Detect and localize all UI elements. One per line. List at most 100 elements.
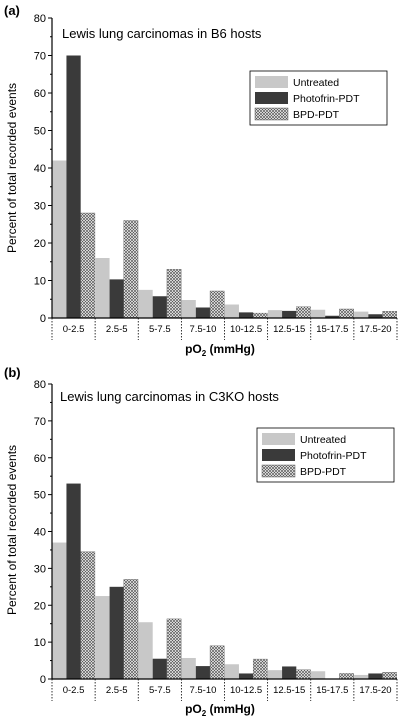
bar-bpd-pdt [80, 212, 96, 319]
bar-photofrin-pdt [368, 314, 383, 318]
x-ticks: 0-2.5 2.5-5 5-7.5 7.5-10 10-12.5 12.5-15 15-17… [51, 318, 398, 340]
legend-label-photofrin-pdt: Photofrin-PDT [293, 93, 360, 105]
bar-untreated [224, 304, 239, 318]
x-tick-label: 17.5-20 [359, 685, 391, 696]
x-tick-label: 2.5-5 [106, 685, 128, 696]
y-tick-label: 30 [34, 201, 46, 213]
y-tick-label: 40 [34, 527, 46, 539]
bar-untreated [138, 289, 153, 319]
bar-photofrin-pdt [152, 296, 167, 318]
bar-bpd-pdt [123, 579, 139, 680]
plot-title: Lewis lung carcinomas in C3KO hosts [60, 389, 279, 404]
y-tick-label: 20 [34, 600, 46, 612]
x-tick-label: 0-2.5 [63, 685, 85, 696]
y-tick-label: 20 [34, 238, 46, 250]
bar-bpd-pdt [123, 220, 139, 319]
bar-bpd-pdt [252, 312, 268, 319]
bar-bpd-pdt [382, 311, 397, 319]
bar-bpd-pdt [339, 308, 354, 319]
bar-bpd-pdt [296, 306, 311, 319]
x-tick-label: 7.5-10 [189, 324, 216, 335]
x-axis-label: pO2 (mmHg) [185, 342, 255, 358]
y-tick-label: 40 [34, 163, 46, 175]
y-tick-label: 0 [40, 674, 46, 686]
bar-photofrin-pdt [238, 312, 254, 319]
bars [52, 55, 397, 319]
bar-bpd-pdt [166, 618, 182, 680]
panel-b: (b) Lewis lung carcinomas in C3KO hosts … [4, 365, 398, 718]
bar-bpd-pdt [296, 669, 311, 680]
legend-label-bpd-pdt: BPD-PDT [300, 466, 347, 478]
bar-untreated [310, 309, 326, 318]
bar-untreated [52, 160, 67, 318]
legend-swatch-photofrin-pdt [262, 449, 295, 461]
bar-photofrin-pdt [109, 586, 124, 679]
y-tick-label: 60 [34, 453, 46, 465]
legend-label-bpd-pdt: BPD-PDT [293, 109, 340, 121]
legend-swatch-photofrin-pdt [255, 92, 288, 104]
bar-untreated [95, 258, 110, 318]
bar-untreated [267, 310, 283, 319]
y-tick-label: 30 [34, 563, 46, 575]
bar-untreated [181, 657, 196, 679]
bar-untreated [267, 670, 283, 679]
legend: Untreated Photofrin-PDT BPD-PDT [249, 70, 388, 126]
bar-untreated [52, 542, 67, 679]
bar-photofrin-pdt [282, 666, 297, 679]
bar-photofrin-pdt [195, 666, 211, 679]
bar-bpd-pdt [166, 269, 182, 319]
legend: Untreated Photofrin-PDT BPD-PDT [256, 427, 395, 483]
x-tick-label: 15-17.5 [316, 324, 348, 335]
bar-untreated [310, 671, 326, 679]
x-tick-label: 5-7.5 [149, 324, 171, 335]
bar-bpd-pdt [252, 658, 268, 680]
y-tick-label: 60 [34, 88, 46, 100]
bar-photofrin-pdt [66, 55, 81, 318]
panel-label: (a) [4, 3, 20, 18]
bar-photofrin-pdt [368, 673, 383, 679]
x-tick-label: 10-12.5 [230, 685, 262, 696]
legend-label-untreated: Untreated [293, 77, 339, 89]
x-tick-label: 7.5-10 [189, 685, 216, 696]
x-tick-label: 12.5-15 [273, 324, 305, 335]
y-ticks: 0 10 20 30 40 50 60 70 80 [34, 379, 52, 686]
legend-swatch-bpd-pdt [261, 464, 296, 478]
bar-bpd-pdt [80, 551, 96, 680]
bars [52, 483, 397, 680]
bar-untreated [95, 596, 110, 679]
x-tick-label: 0-2.5 [63, 324, 85, 335]
bar-photofrin-pdt [325, 315, 340, 318]
y-tick-label: 10 [34, 637, 46, 649]
bar-photofrin-pdt [109, 279, 124, 319]
y-tick-label: 10 [34, 276, 46, 288]
x-tick-label: 17.5-20 [359, 324, 391, 335]
x-axis-label: pO2 (mmHg) [185, 702, 255, 718]
x-tick-label: 5-7.5 [149, 685, 171, 696]
bar-untreated [354, 311, 369, 319]
bar-bpd-pdt [209, 645, 225, 680]
panel-a: (a) Lewis lung carcinomas in B6 hosts Pe… [4, 3, 398, 358]
y-ticks: 0 10 20 30 40 50 60 70 80 [34, 13, 52, 325]
y-tick-label: 50 [34, 126, 46, 138]
bar-bpd-pdt [382, 672, 397, 680]
x-tick-label: 12.5-15 [273, 685, 305, 696]
y-tick-label: 0 [40, 313, 46, 325]
x-tick-label: 2.5-5 [106, 324, 128, 335]
legend-label-untreated: Untreated [300, 434, 346, 446]
y-axis-label: Percent of total recorded events [5, 445, 19, 615]
bar-untreated [138, 622, 153, 679]
y-axis-label: Percent of total recorded events [5, 83, 19, 253]
panel-label: (b) [4, 365, 21, 380]
y-tick-label: 80 [34, 379, 46, 391]
legend-swatch-untreated [255, 76, 288, 88]
legend-swatch-untreated [262, 433, 295, 445]
y-tick-label: 80 [34, 13, 46, 25]
bar-untreated [354, 674, 369, 679]
bar-photofrin-pdt [282, 310, 297, 319]
x-tick-label: 15-17.5 [316, 685, 348, 696]
y-tick-label: 70 [34, 51, 46, 63]
bar-untreated [224, 664, 239, 679]
bar-photofrin-pdt [195, 307, 211, 318]
plot-title: Lewis lung carcinomas in B6 hosts [62, 26, 262, 41]
